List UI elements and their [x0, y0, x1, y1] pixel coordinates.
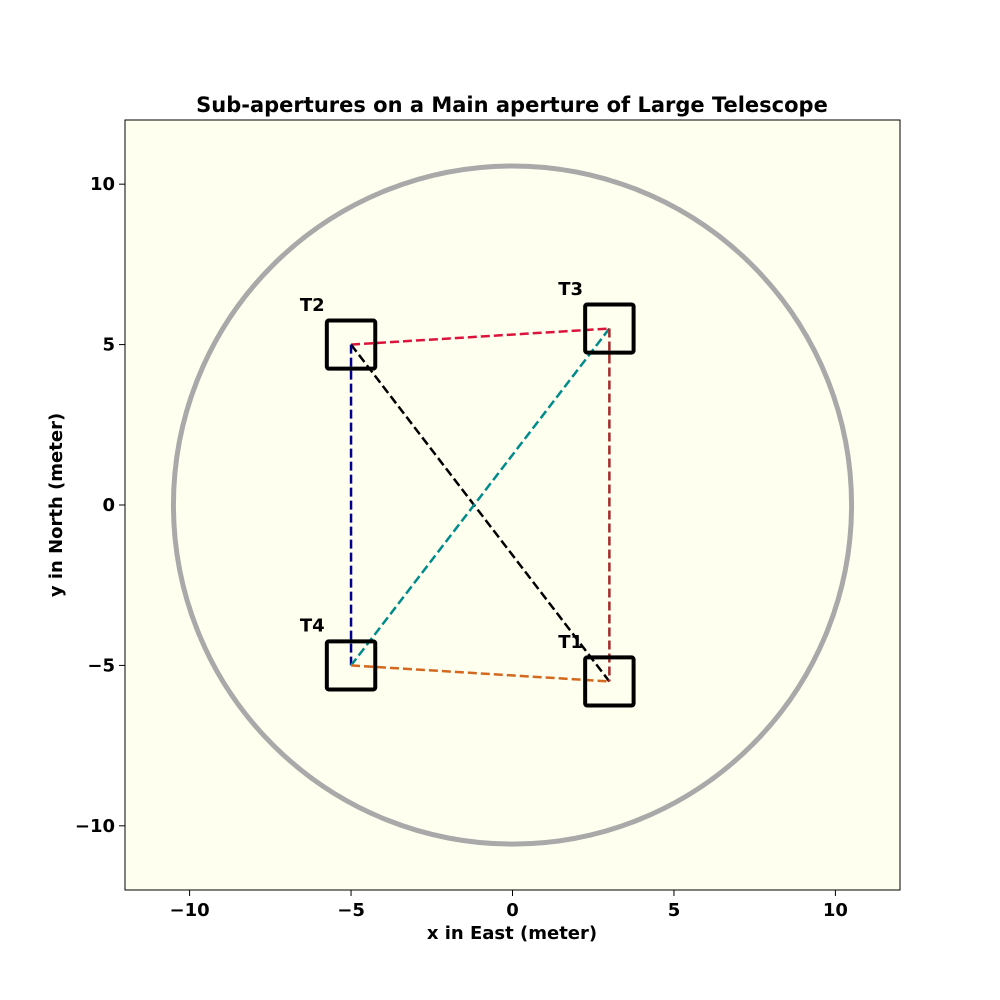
telescope-label-t2: T2 — [300, 295, 325, 316]
telescope-label-t4: T4 — [300, 616, 325, 637]
main-aperture-circle — [170, 163, 855, 847]
sub-aperture-t2 — [324, 318, 378, 371]
x-tick-label: −10 — [170, 900, 210, 921]
y-tick-label: 5 — [102, 335, 115, 356]
baseline-t3-t4 — [350, 327, 611, 667]
chart-title: Sub-apertures on a Main aperture of Larg… — [196, 93, 828, 117]
y-tick-label: −5 — [87, 655, 115, 676]
x-tick-label: 10 — [823, 900, 848, 921]
telescope-label-t3: T3 — [558, 279, 583, 300]
y-tick-label: 0 — [102, 495, 115, 516]
baseline-t2-t1 — [350, 343, 611, 683]
baseline-t4-t1 — [350, 664, 610, 683]
x-tick-label: −5 — [337, 900, 365, 921]
y-axis-label: y in North (meter) — [46, 413, 67, 597]
sub-aperture-t3 — [583, 302, 636, 355]
sub-aperture-t1 — [583, 655, 636, 708]
x-tick-label: 5 — [668, 900, 681, 921]
y-tick-label: −10 — [75, 816, 115, 837]
plot-area — [125, 120, 900, 890]
sub-aperture-t4 — [324, 639, 378, 692]
baseline-t2-t3 — [350, 327, 610, 346]
y-tick-label: 10 — [90, 174, 115, 195]
telescope-label-t1: T1 — [558, 632, 583, 653]
x-axis-label: x in East (meter) — [427, 923, 597, 944]
x-tick-label: 0 — [506, 900, 519, 921]
